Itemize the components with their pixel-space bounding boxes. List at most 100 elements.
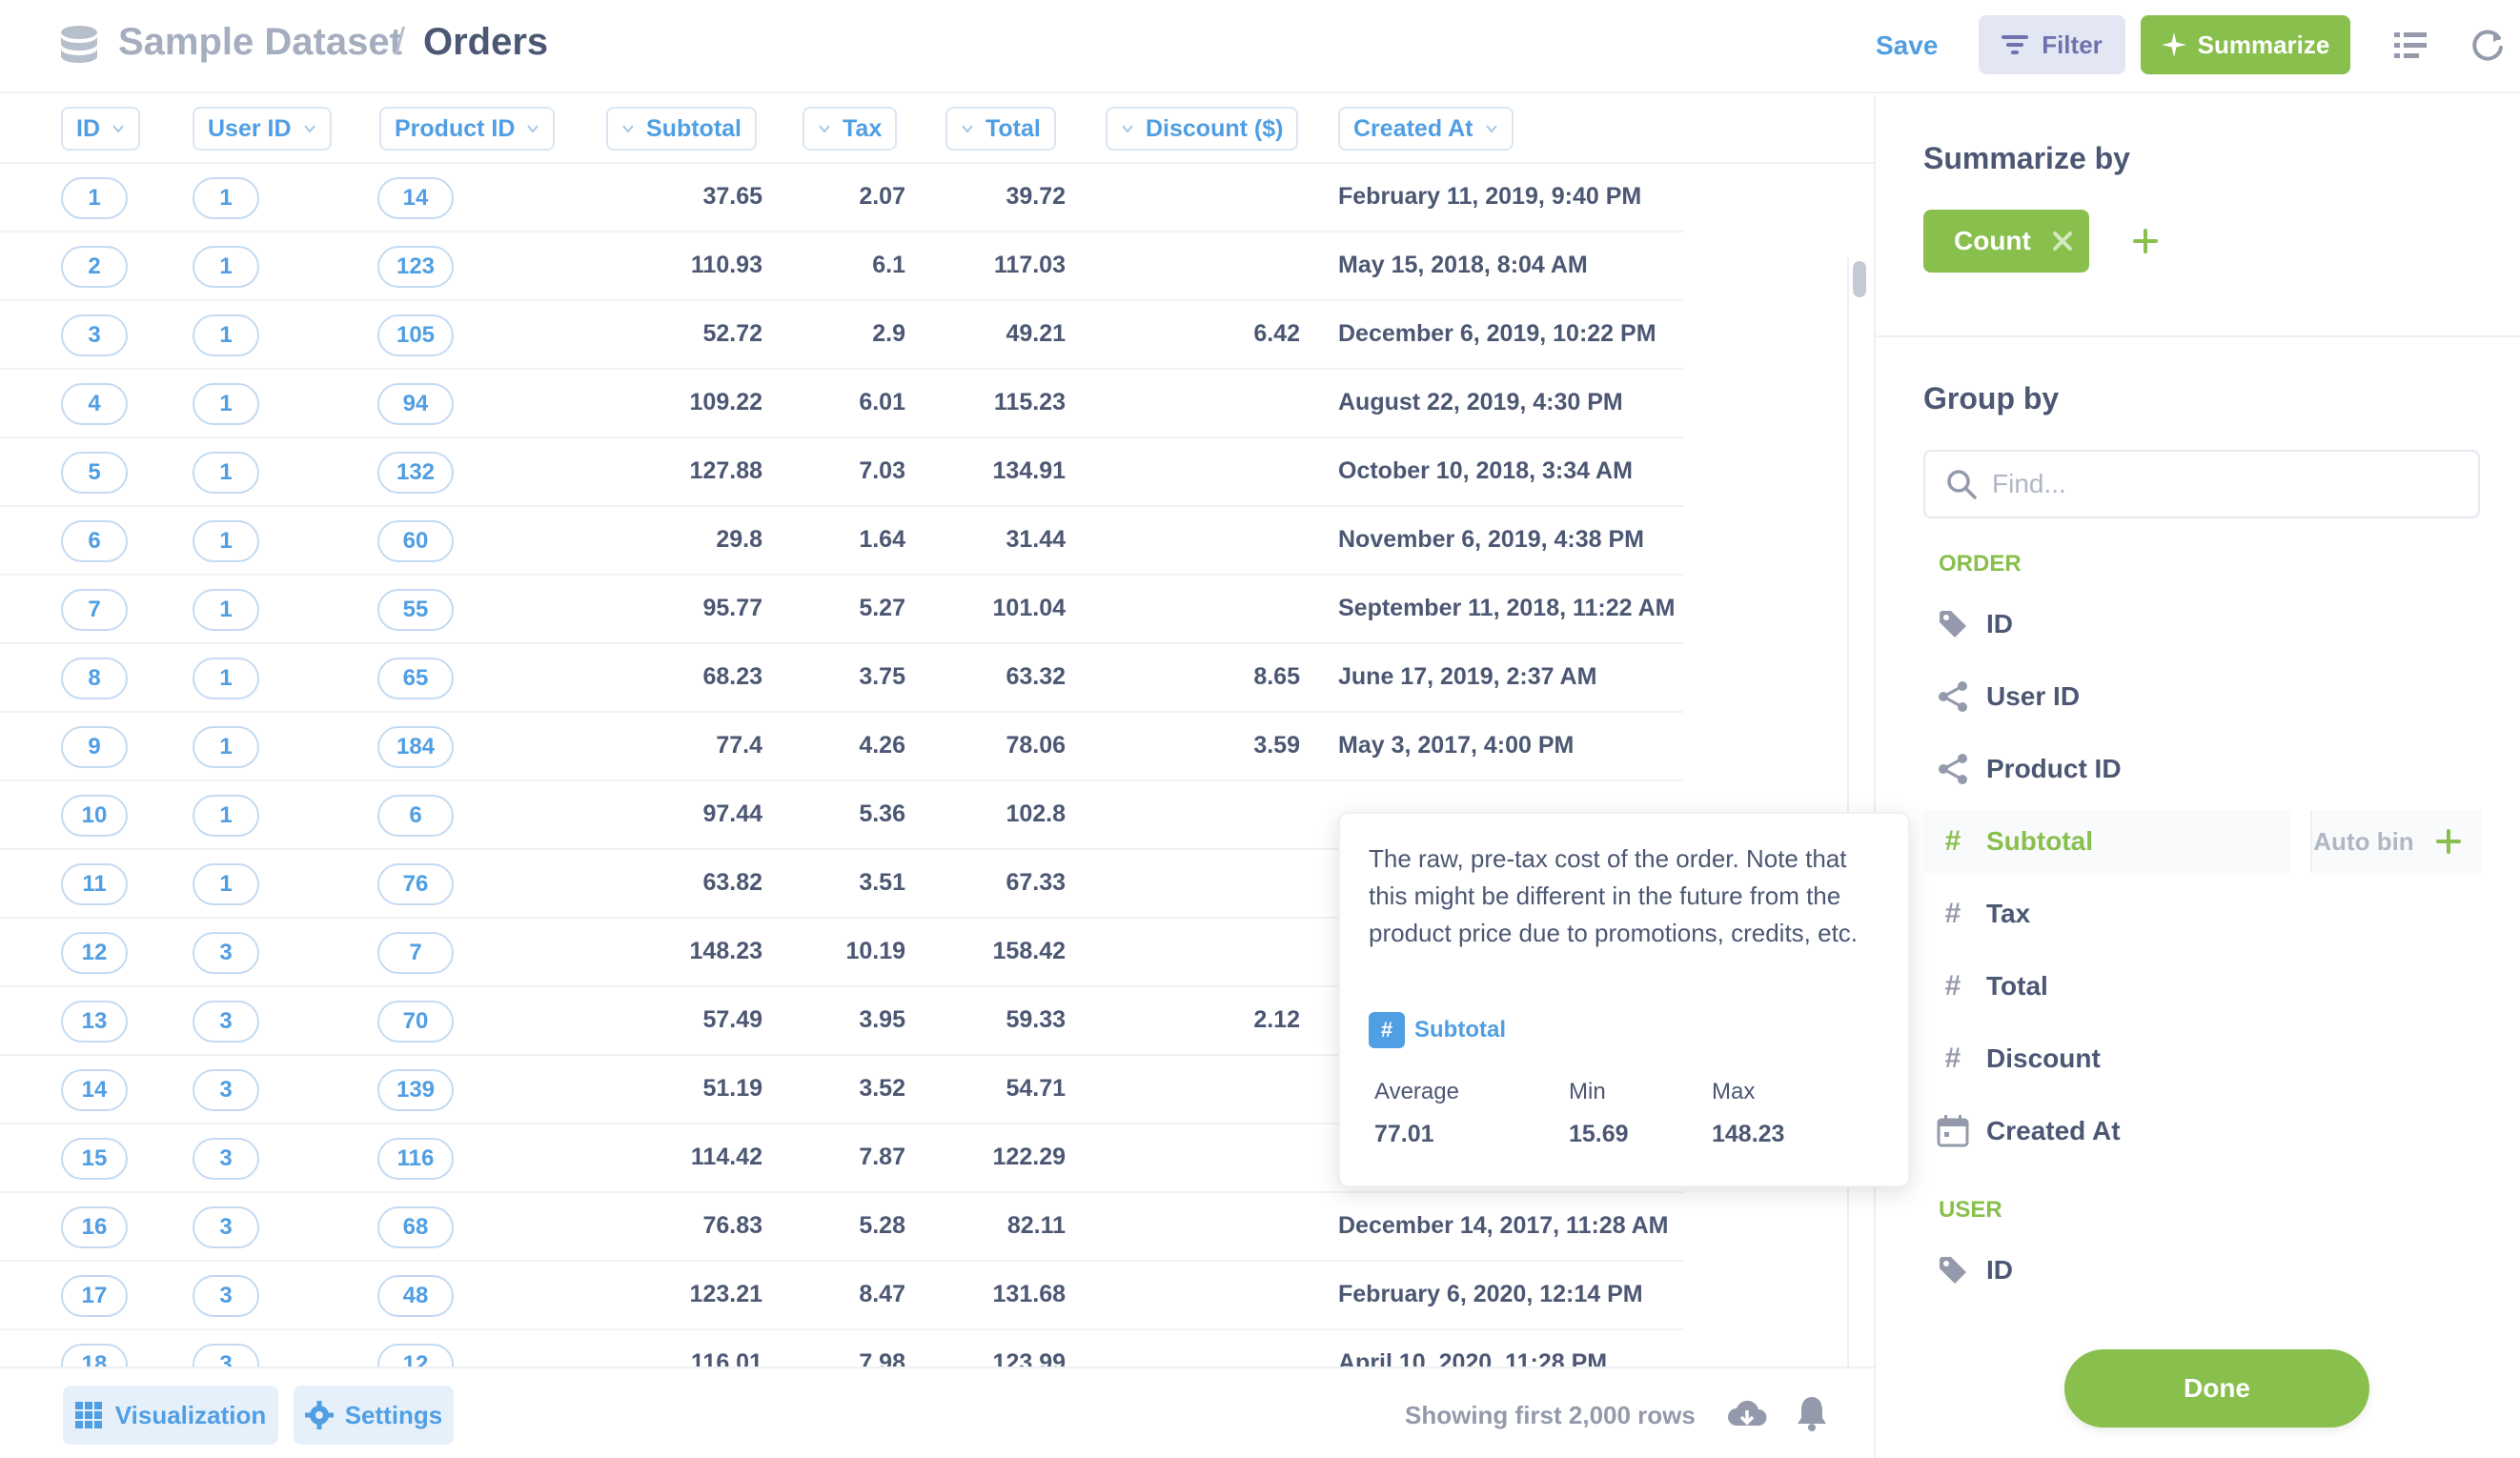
- hash-icon: #: [1944, 1043, 1961, 1074]
- add-metric-button[interactable]: [2114, 210, 2177, 273]
- auto-bin-selector[interactable]: Auto bin: [2310, 810, 2415, 873]
- row-user-id-link[interactable]: 1: [193, 246, 259, 288]
- row-product-id-link[interactable]: 65: [377, 658, 454, 699]
- row-id-link[interactable]: 15: [61, 1138, 128, 1180]
- cell-subtotal: 95.77: [702, 595, 762, 621]
- group-field-order-discount[interactable]: # Discount: [1923, 1027, 2480, 1090]
- group-field-order-user-id[interactable]: User ID: [1923, 665, 2480, 728]
- row-id-link[interactable]: 11: [61, 863, 128, 905]
- row-product-id-link[interactable]: 7: [377, 932, 454, 974]
- row-product-id-link[interactable]: 68: [377, 1206, 454, 1248]
- row-product-id-link[interactable]: 6: [377, 795, 454, 837]
- visualization-button[interactable]: Visualization: [63, 1386, 278, 1445]
- row-user-id-link[interactable]: 1: [193, 452, 259, 494]
- row-id-link[interactable]: 4: [61, 383, 128, 425]
- chevron-down-icon: [303, 125, 315, 133]
- row-id-link[interactable]: 8: [61, 658, 128, 699]
- column-header-user-id[interactable]: User ID: [193, 107, 332, 151]
- column-header-subtotal[interactable]: Subtotal: [606, 107, 757, 151]
- row-user-id-link[interactable]: 1: [193, 863, 259, 905]
- settings-button[interactable]: Settings: [294, 1386, 454, 1445]
- group-search[interactable]: [1923, 450, 2480, 518]
- row-product-id-link[interactable]: 116: [377, 1138, 454, 1180]
- row-product-id-link[interactable]: 76: [377, 863, 454, 905]
- row-user-id-link[interactable]: 1: [193, 795, 259, 837]
- row-user-id-link[interactable]: 1: [193, 589, 259, 631]
- column-header-id[interactable]: ID: [61, 107, 140, 151]
- row-user-id-link[interactable]: 1: [193, 726, 259, 768]
- row-id-link[interactable]: 13: [61, 1001, 128, 1043]
- row-id-link[interactable]: 14: [61, 1069, 128, 1111]
- row-product-id-link[interactable]: 55: [377, 589, 454, 631]
- row-product-id-link[interactable]: 94: [377, 383, 454, 425]
- chevron-down-icon: [1122, 125, 1133, 133]
- row-product-id-link[interactable]: 184: [377, 726, 454, 768]
- row-id-link[interactable]: 5: [61, 452, 128, 494]
- column-header-tax[interactable]: Tax: [803, 107, 898, 151]
- cell-subtotal: 109.22: [689, 389, 762, 415]
- stat-value-min: 15.69: [1569, 1121, 1629, 1147]
- row-user-id-link[interactable]: 3: [193, 1138, 259, 1180]
- column-header-discount[interactable]: Discount ($): [1106, 107, 1299, 151]
- refresh-icon[interactable]: [2470, 29, 2505, 63]
- summarize-button[interactable]: Summarize: [2141, 15, 2350, 74]
- group-field-order-id[interactable]: ID: [1923, 593, 2480, 656]
- row-user-id-link[interactable]: 3: [193, 1344, 259, 1367]
- done-button[interactable]: Done: [2064, 1349, 2369, 1428]
- column-header-total[interactable]: Total: [945, 107, 1056, 151]
- row-id-link[interactable]: 2: [61, 246, 128, 288]
- cell-created-at: February 11, 2019, 9:40 PM: [1338, 183, 1642, 210]
- scrollbar-thumb[interactable]: [1853, 261, 1866, 297]
- row-product-id-link[interactable]: 12: [377, 1344, 454, 1367]
- row-product-id-link[interactable]: 70: [377, 1001, 454, 1043]
- search-input[interactable]: [1992, 469, 2449, 499]
- row-product-id-link[interactable]: 105: [377, 314, 454, 356]
- bell-icon[interactable]: [1796, 1395, 1828, 1431]
- row-id-link[interactable]: 17: [61, 1275, 128, 1317]
- cell-tax: 6.1: [872, 252, 905, 278]
- save-button[interactable]: Save: [1876, 30, 1939, 60]
- group-field-order-tax[interactable]: # Tax: [1923, 882, 2480, 945]
- group-field-order-total[interactable]: # Total: [1923, 955, 2480, 1018]
- row-product-id-link[interactable]: 60: [377, 520, 454, 562]
- row-id-link[interactable]: 6: [61, 520, 128, 562]
- row-user-id-link[interactable]: 3: [193, 932, 259, 974]
- row-product-id-link[interactable]: 139: [377, 1069, 454, 1111]
- close-icon[interactable]: [2052, 231, 2073, 252]
- row-user-id-link[interactable]: 3: [193, 1206, 259, 1248]
- row-id-link[interactable]: 1: [61, 177, 128, 219]
- metric-chip-count[interactable]: Count: [1923, 210, 2089, 273]
- row-id-link[interactable]: 12: [61, 932, 128, 974]
- visualization-label: Visualization: [114, 1400, 267, 1429]
- row-user-id-link[interactable]: 3: [193, 1001, 259, 1043]
- breadcrumb-dataset[interactable]: Sample Dataset: [118, 21, 402, 63]
- row-user-id-link[interactable]: 3: [193, 1069, 259, 1111]
- row-id-link[interactable]: 18: [61, 1344, 128, 1367]
- row-id-link[interactable]: 7: [61, 589, 128, 631]
- row-product-id-link[interactable]: 132: [377, 452, 454, 494]
- row-user-id-link[interactable]: 1: [193, 658, 259, 699]
- cell-total: 59.33: [1006, 1006, 1066, 1033]
- row-product-id-link[interactable]: 48: [377, 1275, 454, 1317]
- group-field-order-subtotal[interactable]: # Subtotal: [1923, 810, 2291, 873]
- row-user-id-link[interactable]: 1: [193, 314, 259, 356]
- row-user-id-link[interactable]: 1: [193, 383, 259, 425]
- row-id-link[interactable]: 9: [61, 726, 128, 768]
- row-id-link[interactable]: 16: [61, 1206, 128, 1248]
- download-icon[interactable]: [1727, 1397, 1767, 1431]
- row-product-id-link[interactable]: 14: [377, 177, 454, 219]
- row-user-id-link[interactable]: 1: [193, 177, 259, 219]
- group-field-user-id[interactable]: ID: [1923, 1239, 2480, 1302]
- row-id-link[interactable]: 3: [61, 314, 128, 356]
- row-user-id-link[interactable]: 3: [193, 1275, 259, 1317]
- group-field-order-created-at[interactable]: Created At: [1923, 1100, 2480, 1163]
- list-view-icon[interactable]: [2394, 32, 2427, 59]
- row-user-id-link[interactable]: 1: [193, 520, 259, 562]
- column-header-created-at[interactable]: Created At: [1338, 107, 1514, 151]
- row-id-link[interactable]: 10: [61, 795, 128, 837]
- row-product-id-link[interactable]: 123: [377, 246, 454, 288]
- filter-button[interactable]: Filter: [1979, 15, 2125, 74]
- column-header-product-id[interactable]: Product ID: [379, 107, 556, 151]
- group-field-order-product-id[interactable]: Product ID: [1923, 738, 2480, 800]
- add-group-subtotal-button[interactable]: [2415, 810, 2482, 873]
